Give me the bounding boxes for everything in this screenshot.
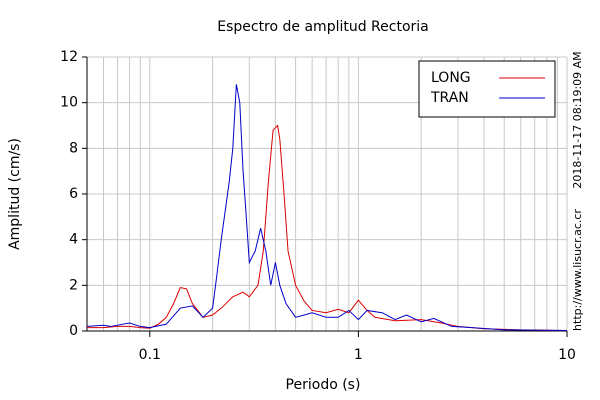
y-tick-label: 12 (60, 49, 78, 65)
legend-label: TRAN (430, 90, 469, 106)
series-line (87, 124, 568, 332)
y-axis-label: Amplitud (cm/s) (7, 138, 23, 250)
legend-box (418, 60, 556, 118)
series-line (86, 84, 568, 332)
y-tick-label: 4 (69, 232, 78, 248)
x-tick-label: 10 (558, 347, 576, 363)
y-tick-label: 0 (69, 323, 78, 339)
y-tick-label: 6 (69, 186, 78, 202)
y-tick-label: 10 (60, 95, 78, 111)
legend-label: LONG (431, 70, 471, 86)
website: http://www.lisucr.ac.cr (571, 209, 584, 331)
y-tick-label: 2 (69, 277, 78, 293)
timestamp: 2018-11-17 08:19:09 AM (571, 51, 584, 188)
chart-title: Espectro de amplitud Rectoria (217, 19, 429, 35)
x-tick-label: 0.1 (139, 347, 161, 363)
x-axis-label: Periodo (s) (286, 377, 361, 393)
x-tick-label: 1 (354, 347, 363, 363)
y-tick-label: 8 (69, 140, 78, 156)
